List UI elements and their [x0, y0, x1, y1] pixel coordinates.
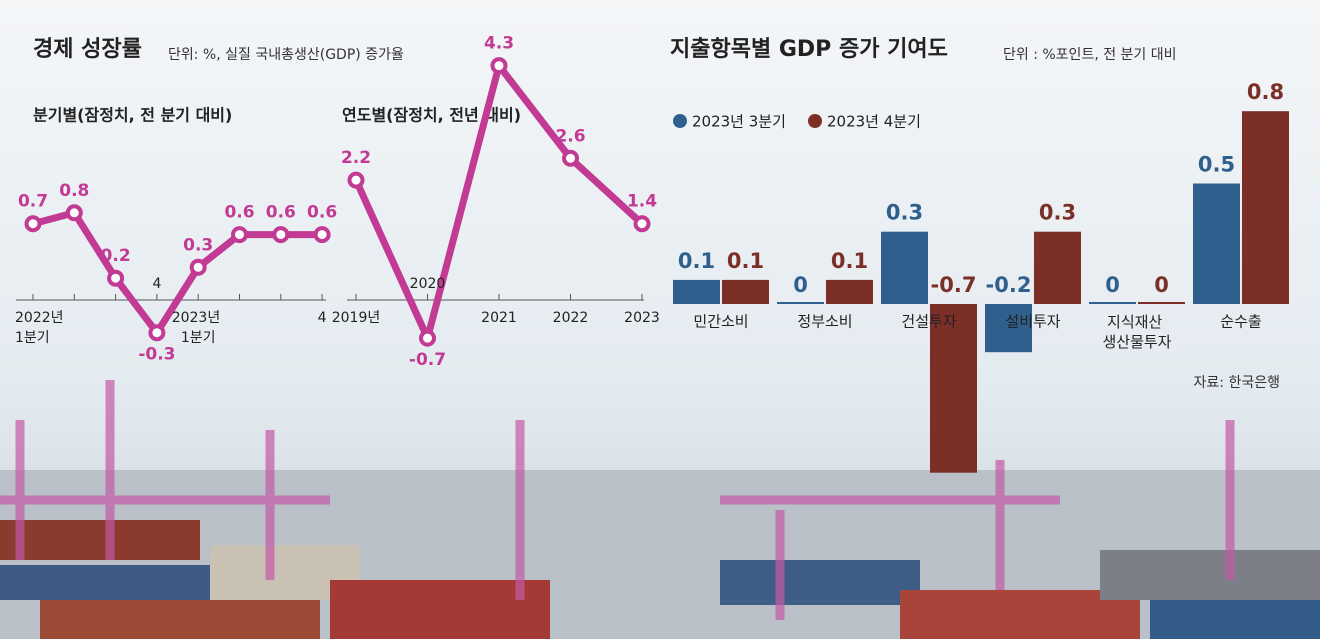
- x-tick-label: 2020: [410, 276, 446, 292]
- infographic: 경제 성장률 단위: %, 실질 국내총생산(GDP) 증가율 지출항목별 GD…: [0, 0, 1320, 639]
- data-label: 0.6: [307, 203, 337, 223]
- bar: [722, 280, 769, 304]
- data-label: 0.3: [886, 201, 923, 225]
- point: [233, 228, 246, 241]
- bar: [1193, 184, 1240, 305]
- bar: [881, 232, 928, 304]
- x-tick-label: 2022: [553, 310, 589, 326]
- x-tick-label: 건설투자: [901, 313, 956, 331]
- bar: [777, 302, 824, 304]
- data-label: 0.2: [101, 246, 131, 266]
- x-tick-label: 순수출: [1220, 313, 1261, 331]
- data-label: -0.3: [138, 345, 175, 365]
- source: 자료: 한국은행: [1194, 375, 1280, 391]
- data-label: 0.5: [1198, 153, 1235, 177]
- legend-label: 2023년 4분기: [827, 113, 921, 131]
- data-label: 2.2: [341, 148, 371, 168]
- section-subtitle: 단위: %, 실질 국내총생산(GDP) 증가율: [168, 47, 404, 63]
- data-label: 0: [1105, 273, 1120, 297]
- section-subtitle: 단위 : %포인트, 전 분기 대비: [1003, 47, 1177, 63]
- data-label: 0.8: [1247, 80, 1284, 104]
- x-tick-label: 4: [318, 310, 327, 326]
- bar: [1242, 111, 1289, 304]
- point: [493, 59, 506, 72]
- legend-label: 2023년 3분기: [692, 113, 786, 131]
- data-label: 1.4: [627, 192, 657, 212]
- point: [636, 217, 649, 230]
- point: [421, 332, 434, 345]
- x-tick-label: 2021: [481, 310, 517, 326]
- chart-title: 연도별(잠정치, 전년 대비): [342, 106, 521, 125]
- x-tick-label: 2023: [624, 310, 660, 326]
- data-label: 0.6: [266, 203, 296, 223]
- data-label: -0.2: [986, 273, 1032, 297]
- point: [150, 326, 163, 339]
- data-label: 0.1: [727, 249, 764, 273]
- data-label: -0.7: [931, 273, 977, 297]
- x-tick-label: 4: [152, 276, 161, 292]
- data-label: 0: [793, 273, 808, 297]
- data-label: 0.3: [183, 235, 213, 255]
- data-label: 4.3: [484, 34, 514, 54]
- point: [564, 152, 577, 165]
- data-label: 0.6: [224, 203, 254, 223]
- point: [274, 228, 287, 241]
- data-label: 2.6: [555, 126, 585, 146]
- legend-marker: [673, 114, 687, 128]
- x-tick-label: 민간소비: [693, 313, 748, 331]
- data-label: 0.7: [18, 192, 48, 212]
- point: [350, 174, 363, 187]
- section-title: 지출항목별 GDP 증가 기여도: [670, 37, 948, 62]
- point: [192, 261, 205, 274]
- bar: [1138, 302, 1185, 304]
- data-label: 0.1: [831, 249, 868, 273]
- data-label: 0: [1154, 273, 1169, 297]
- legend-marker: [808, 114, 822, 128]
- point: [27, 217, 40, 230]
- point: [109, 272, 122, 285]
- x-tick-label: 설비투자: [1005, 313, 1060, 331]
- section-title: 경제 성장률: [33, 37, 142, 62]
- bar: [1034, 232, 1081, 304]
- data-label: 0.3: [1039, 201, 1076, 225]
- bar: [1089, 302, 1136, 304]
- bar: [826, 280, 873, 304]
- x-tick-label: 정부소비: [797, 313, 852, 331]
- bar: [673, 280, 720, 304]
- chart-title: 분기별(잠정치, 전 분기 대비): [33, 106, 232, 125]
- x-tick-label: 2019년: [332, 310, 381, 326]
- data-label: -0.7: [409, 350, 446, 370]
- data-label: 0.8: [59, 181, 89, 201]
- data-label: 0.1: [678, 249, 715, 273]
- point: [68, 206, 81, 219]
- point: [316, 228, 329, 241]
